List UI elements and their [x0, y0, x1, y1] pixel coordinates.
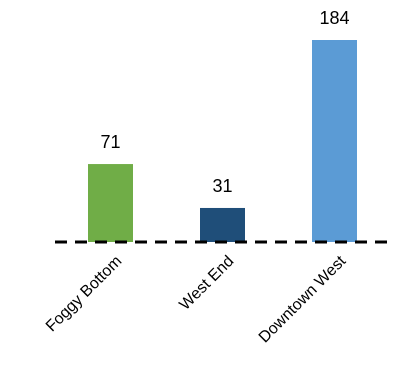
- value-labels-layer: 71 31 184: [100, 8, 349, 196]
- value-label-west-end: 31: [212, 176, 232, 196]
- category-label-downtown-west: Downtown West: [256, 252, 350, 346]
- category-label-west-end: West End: [176, 253, 237, 314]
- value-label-downtown-west: 184: [319, 8, 349, 28]
- bar-west-end: [200, 207, 245, 242]
- value-label-foggy-bottom: 71: [100, 132, 120, 152]
- bar-foggy-bottom: [88, 164, 133, 242]
- category-label-foggy-bottom: Foggy Bottom: [43, 253, 125, 335]
- bar-downtown-west: [312, 40, 357, 242]
- category-labels-layer: Foggy Bottom West End Downtown West: [43, 252, 350, 346]
- bars-layer: [88, 40, 357, 242]
